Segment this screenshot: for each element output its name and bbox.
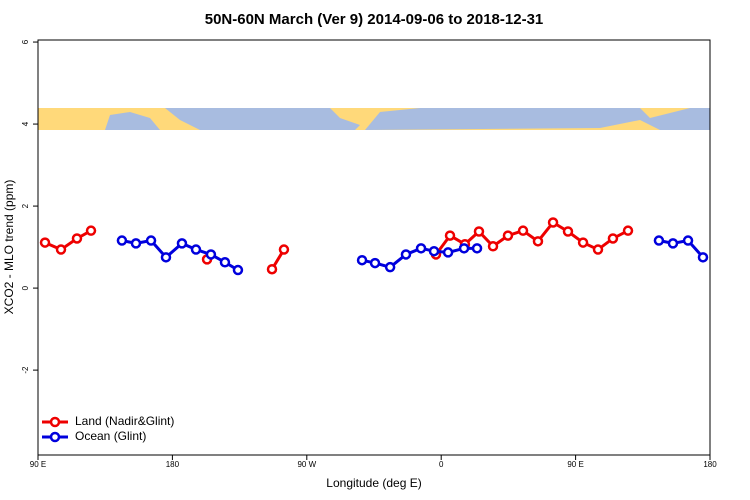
point xyxy=(116,235,128,246)
x-axis-label: Longitude (deg E) xyxy=(326,476,421,490)
point xyxy=(71,233,83,244)
x-tick-label: 90 E xyxy=(567,460,583,469)
point xyxy=(356,254,368,266)
point xyxy=(369,257,381,269)
x-tick-label: 90 W xyxy=(297,460,316,469)
point xyxy=(130,238,142,249)
point xyxy=(442,247,454,258)
x-tick-label: 90 E xyxy=(30,460,46,469)
point xyxy=(444,230,456,241)
y-tick-label: 6 xyxy=(21,39,30,44)
legend-label: Ocean (Glint) xyxy=(75,429,146,443)
series-line xyxy=(658,238,705,259)
x-tick-label: 0 xyxy=(439,460,444,469)
point xyxy=(219,257,231,268)
point xyxy=(39,237,51,248)
point xyxy=(415,243,427,254)
point xyxy=(266,263,278,275)
series-line xyxy=(44,229,92,252)
legend-label: Land (Nadir&Glint) xyxy=(75,414,174,428)
point xyxy=(532,236,544,247)
point xyxy=(471,243,483,254)
legend-marker xyxy=(49,431,61,443)
chart-title: 50N-60N March (Ver 9) 2014-09-06 to 2018… xyxy=(205,11,544,28)
point xyxy=(458,243,470,254)
point xyxy=(400,249,412,260)
point xyxy=(145,235,157,246)
point xyxy=(622,225,634,236)
point xyxy=(205,249,217,260)
point xyxy=(697,252,709,263)
y-tick-label: -2 xyxy=(21,366,30,374)
point xyxy=(607,233,619,244)
x-tick-label: 180 xyxy=(166,460,180,469)
point xyxy=(473,226,485,237)
point xyxy=(667,238,679,249)
point xyxy=(547,217,559,228)
point xyxy=(682,235,694,246)
point xyxy=(428,245,440,257)
plot-frame xyxy=(37,39,711,456)
point xyxy=(592,244,604,255)
y-tick-label: 4 xyxy=(21,121,30,126)
point xyxy=(176,238,188,249)
x-tick-label: 180 xyxy=(703,460,717,469)
point xyxy=(232,264,244,276)
point xyxy=(502,230,514,241)
point xyxy=(160,252,172,263)
point xyxy=(85,225,97,236)
point xyxy=(55,244,67,255)
point xyxy=(653,235,665,246)
map-strip xyxy=(38,108,710,130)
y-tick-label: 2 xyxy=(21,203,30,208)
legend-marker xyxy=(49,416,61,428)
y-axis-label: XCO2 - MLO trend (ppm) xyxy=(2,180,16,315)
point xyxy=(190,244,202,255)
y-tick-label: 0 xyxy=(21,285,30,290)
point xyxy=(278,244,290,255)
point xyxy=(487,241,499,252)
point xyxy=(517,225,529,236)
point xyxy=(577,237,589,248)
point xyxy=(562,226,574,237)
point xyxy=(384,261,396,273)
